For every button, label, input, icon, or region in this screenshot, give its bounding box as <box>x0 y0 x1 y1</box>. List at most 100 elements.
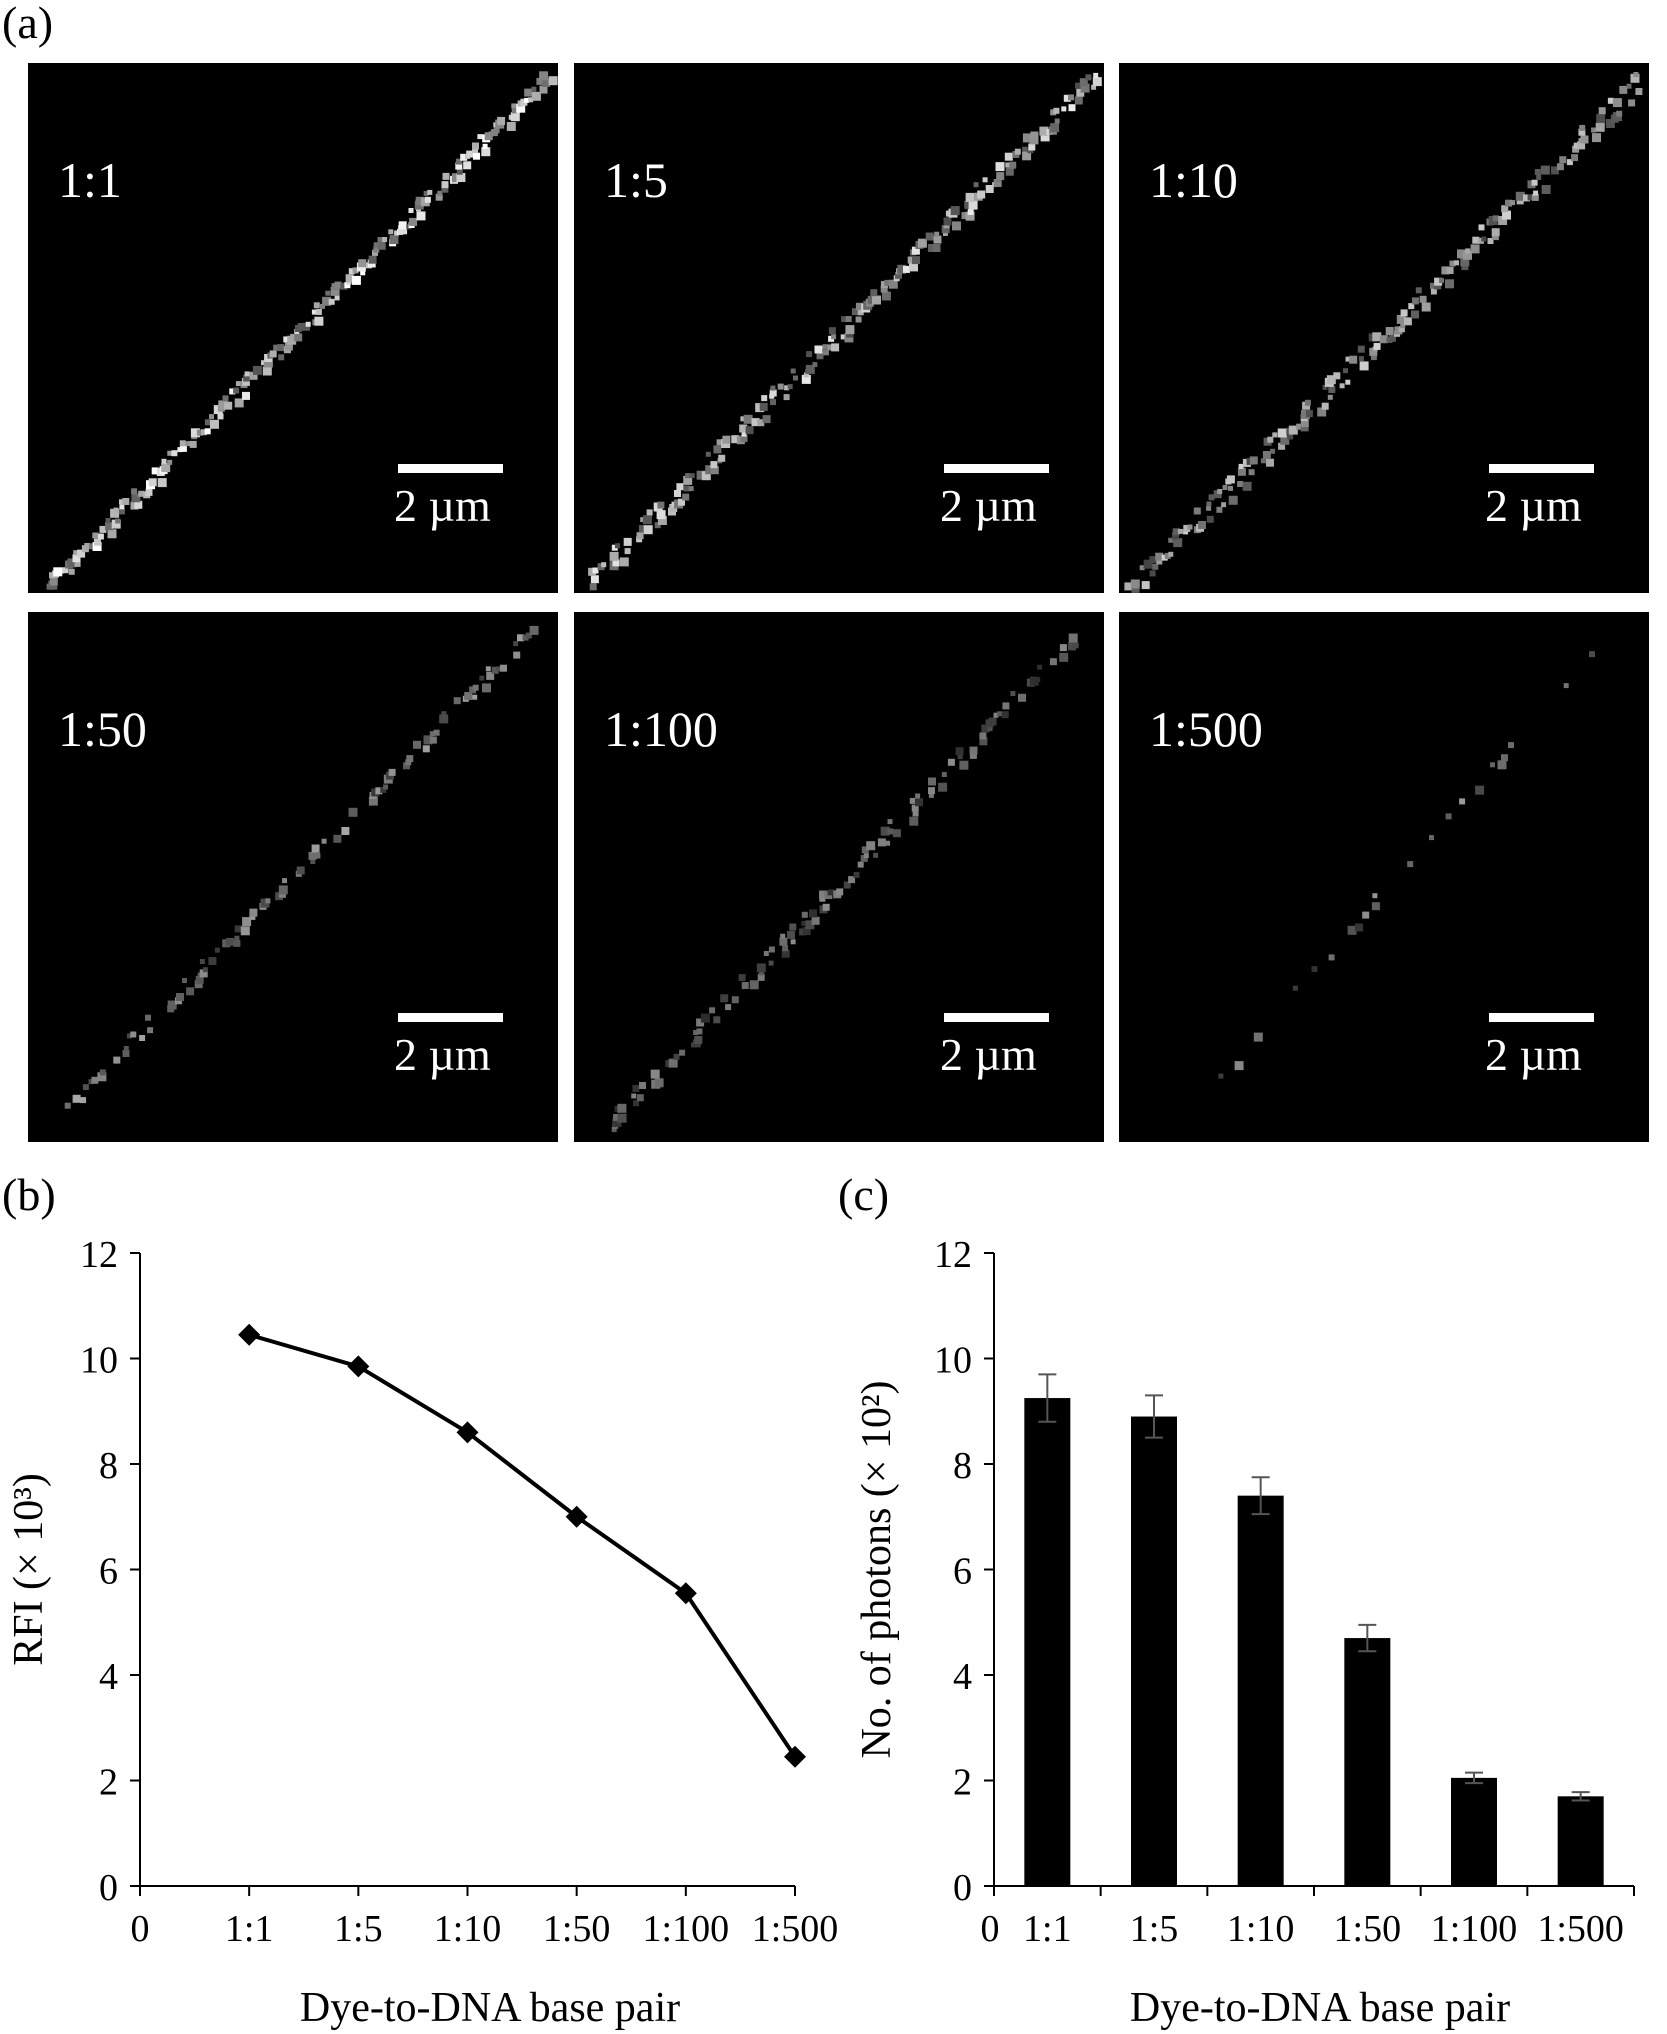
fluorescent-pixel <box>845 325 855 335</box>
fluorescent-pixel <box>1029 676 1039 686</box>
x-tick-label: 1:50 <box>1334 1908 1402 1950</box>
fluorescent-pixel <box>1238 463 1244 469</box>
fluorescent-pixel <box>1248 469 1255 476</box>
fluorescent-pixel <box>513 651 521 659</box>
fluorescent-pixel <box>1459 798 1466 805</box>
fluorescent-pixel <box>234 935 240 941</box>
fluorescent-pixel <box>195 975 204 984</box>
fluorescent-pixel <box>993 179 1002 187</box>
fluorescent-pixel <box>99 1069 106 1076</box>
fluorescent-pixel <box>1074 96 1083 105</box>
fluorescent-pixel <box>1478 224 1485 231</box>
fluorescent-pixel <box>491 666 499 674</box>
fluorescent-pixel <box>119 504 125 510</box>
fluorescent-pixel <box>414 200 424 210</box>
scale-bar-label: 2 µm <box>940 480 1037 531</box>
fluorescent-pixel <box>740 435 748 443</box>
fluorescent-pixel <box>539 71 549 81</box>
fluorescent-pixel <box>1164 552 1171 559</box>
fluorescent-pixel <box>1018 693 1026 702</box>
fluorescent-pixel <box>1093 72 1099 78</box>
fluorescent-pixel <box>282 878 287 884</box>
fluorescent-pixel <box>479 675 485 681</box>
fluorescent-pixel <box>1222 485 1228 490</box>
data-line <box>248 1332 797 1758</box>
fluorescent-pixel <box>388 229 394 235</box>
fluorescent-pixel <box>105 518 111 523</box>
fluorescent-pixel <box>1550 166 1559 175</box>
bar <box>1557 1796 1604 1886</box>
fluorescent-pixel <box>789 923 797 931</box>
fluorescent-pixel <box>1616 110 1623 117</box>
fluorescent-pixel <box>915 798 923 807</box>
fluorescent-pixel <box>1092 77 1102 87</box>
fluorescent-pixel <box>235 381 241 387</box>
scale-bar-label: 2 µm <box>1485 1029 1582 1080</box>
fluorescent-pixel <box>1172 528 1180 536</box>
fluorescent-pixel <box>1206 515 1214 523</box>
fluorescent-pixel <box>194 980 203 989</box>
fluorescent-pixel <box>1460 257 1470 267</box>
bar <box>1024 1398 1071 1886</box>
fluorescent-pixel <box>1419 295 1427 303</box>
fluorescent-pixel <box>1213 490 1222 499</box>
data-point <box>674 1582 697 1605</box>
fluorescent-pixel <box>234 925 242 933</box>
chart-b: (b) RFI (× 10³) Dye-to-DNA base pair 0 2 4… <box>2 1169 838 2031</box>
fluorescent-pixel <box>460 153 468 161</box>
fluorescent-pixel <box>806 351 813 358</box>
fluorescent-pixel <box>1067 642 1076 651</box>
fluorescent-pixel <box>1429 835 1434 841</box>
fluorescent-pixel <box>64 1102 71 1109</box>
fluorescent-pixel <box>1139 565 1145 571</box>
fluorescent-pixel <box>1304 399 1311 406</box>
fluorescent-pixel <box>455 162 463 170</box>
fluorescent-pixel <box>196 429 203 436</box>
fluorescent-pixel <box>373 242 380 249</box>
fluorescent-pixel <box>866 841 876 851</box>
fluorescent-pixel <box>988 717 997 726</box>
fluorescent-pixel <box>811 916 820 925</box>
fluorescent-pixel <box>1152 563 1159 570</box>
y-axis-label: No. of photons (× 10²) <box>854 1380 900 1758</box>
fluorescent-pixel <box>516 103 526 113</box>
fluorescent-pixel <box>290 333 297 340</box>
fluorescent-pixel <box>928 787 935 795</box>
scale-bar <box>1489 464 1594 473</box>
fluorescent-pixel <box>763 951 769 956</box>
fluorescent-pixel <box>1183 524 1191 532</box>
scale-bar <box>398 1013 503 1022</box>
fluorescent-pixel <box>787 384 793 390</box>
fluorescent-pixel <box>383 784 389 790</box>
fluorescent-pixel <box>222 395 229 402</box>
fluorescent-pixel <box>340 282 348 290</box>
data-point <box>565 1505 588 1528</box>
fluorescent-pixel <box>793 375 798 381</box>
fluorescent-pixel <box>709 1007 716 1014</box>
fluorescent-pixel <box>1037 664 1043 670</box>
fluorescent-pixel <box>99 525 107 533</box>
fluorescent-pixel <box>1030 131 1039 140</box>
fluorescent-pixel <box>1370 354 1377 361</box>
fluorescent-pixel <box>59 568 65 574</box>
fluorescent-pixel <box>845 316 852 322</box>
fluorescent-pixel <box>348 268 355 275</box>
y-tick-label: 6 <box>953 1551 972 1593</box>
fluorescent-pixel <box>1035 677 1041 683</box>
fluorescent-pixel <box>1534 169 1541 175</box>
fluorescent-pixel <box>311 844 320 853</box>
fluorescent-pixel <box>1311 966 1318 973</box>
fluorescent-pixel <box>242 391 250 400</box>
fluorescent-pixel <box>981 724 990 733</box>
fluorescent-pixel <box>819 895 826 902</box>
fluorescent-pixel <box>1527 180 1536 189</box>
fluorescent-pixel <box>892 829 901 838</box>
fluorescent-pixel <box>1270 448 1276 454</box>
fluorescent-pixel <box>969 751 977 759</box>
fluorescent-pixel <box>1228 495 1238 505</box>
fluorescent-pixel <box>1408 303 1415 310</box>
x-tick-label: 1:5 <box>334 1908 383 1950</box>
fluorescent-pixel <box>67 558 77 568</box>
fluorescent-pixel <box>1028 143 1036 151</box>
fluorescent-pixel <box>442 172 450 180</box>
